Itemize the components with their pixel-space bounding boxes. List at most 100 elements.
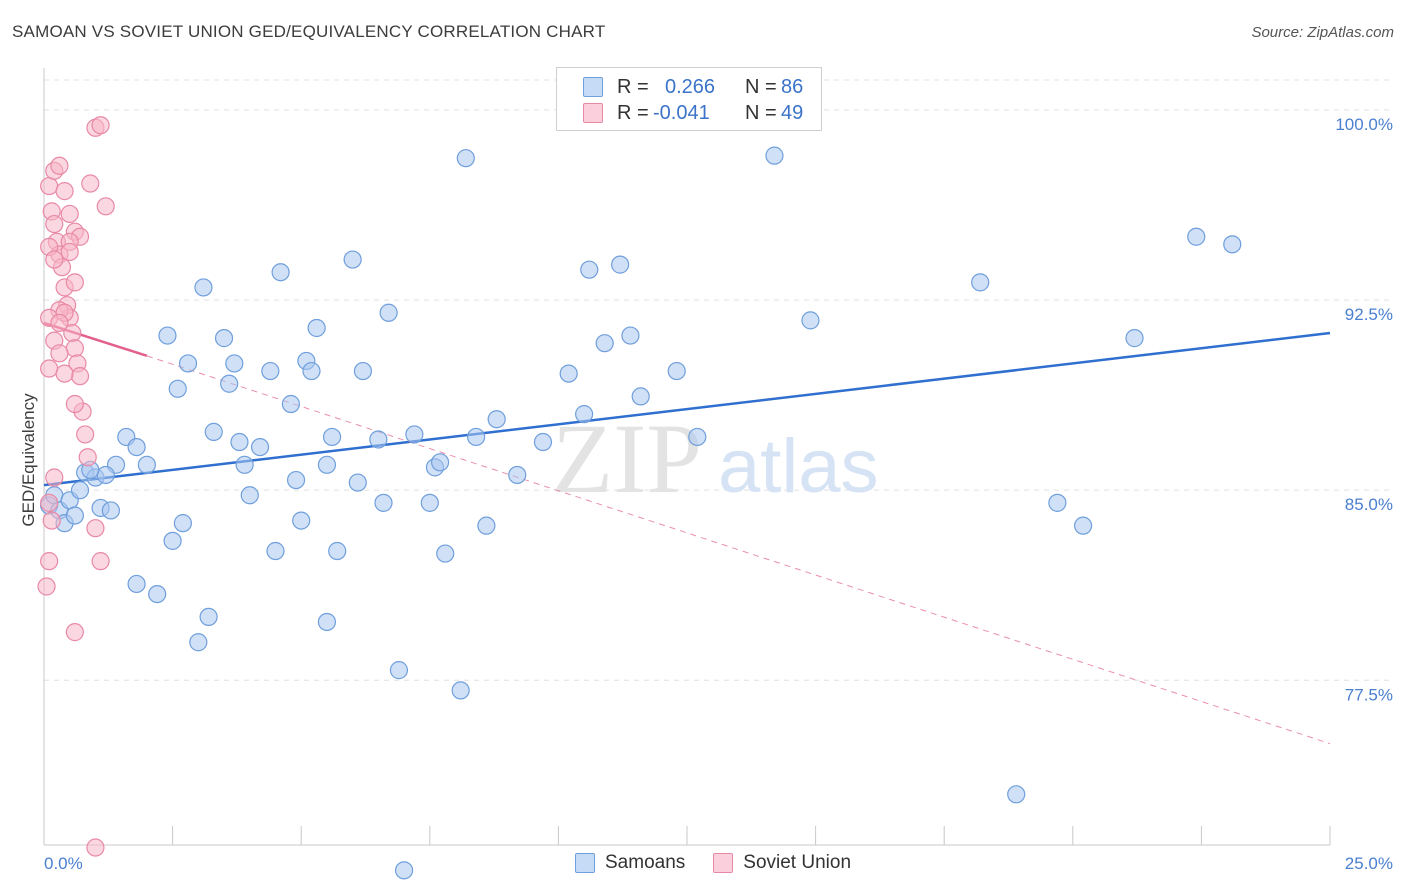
- gridlines: [44, 79, 1390, 681]
- soviet-point: [45, 468, 64, 487]
- soviet-point: [65, 623, 84, 642]
- samoans-point: [369, 430, 388, 449]
- soviet-point: [91, 552, 110, 571]
- axes: [43, 68, 1331, 846]
- samoans-point: [189, 633, 208, 652]
- samoans-point: [158, 326, 177, 345]
- samoans-point: [148, 584, 167, 604]
- samoans-point: [348, 473, 367, 492]
- samoans-point: [127, 574, 146, 594]
- samoans-point: [688, 427, 707, 447]
- samoans-point: [266, 541, 285, 561]
- samoans-point: [168, 379, 187, 398]
- samoans-point: [220, 374, 239, 393]
- soviet-swatch: [583, 103, 603, 123]
- samoans-point: [225, 354, 244, 373]
- samoans-point: [405, 425, 424, 444]
- samoans-point: [261, 361, 280, 381]
- samoans-point: [451, 681, 470, 700]
- soviet-point: [78, 448, 97, 467]
- soviet-legend-label: Soviet Union: [743, 852, 852, 873]
- legend-r-value: -0.041: [653, 101, 710, 124]
- samoans-point: [374, 493, 393, 512]
- samoans-point: [575, 405, 594, 424]
- soviet-trend-extension: [146, 355, 1331, 745]
- soviet-point: [50, 313, 69, 333]
- samoans-point: [101, 501, 120, 520]
- samoans-point: [173, 514, 192, 533]
- samoans-point: [328, 541, 347, 561]
- samoans-point: [353, 361, 373, 381]
- soviet-point: [70, 367, 90, 386]
- soviet-point: [65, 339, 84, 358]
- samoans-point: [199, 607, 218, 627]
- y-tick-label: 100.0%: [1335, 115, 1393, 134]
- samoans-point: [96, 465, 115, 485]
- samoans-point: [214, 329, 234, 348]
- samoans-point: [163, 531, 182, 550]
- samoans-point: [194, 278, 213, 297]
- soviet-point: [96, 197, 115, 216]
- samoans-point: [1048, 493, 1067, 512]
- samoans-point: [559, 364, 578, 383]
- samoans-point: [1125, 329, 1144, 348]
- soviet-point: [86, 519, 105, 538]
- samoans-point: [430, 453, 450, 472]
- samoans-point: [765, 146, 784, 165]
- legend-n-label: N =: [745, 75, 777, 98]
- samoans-point: [1073, 516, 1093, 535]
- samoans-point: [487, 410, 506, 429]
- samoans-point: [580, 260, 599, 279]
- samoans-point: [343, 250, 362, 269]
- samoans-point: [621, 326, 640, 345]
- soviet-point: [86, 838, 105, 857]
- samoans-point: [178, 354, 198, 373]
- y-axis-label: GED/Equivalency: [19, 393, 38, 527]
- samoans-trend-line: [43, 331, 1331, 487]
- soviet-point: [45, 214, 64, 234]
- legend-n-label: N =: [745, 101, 777, 124]
- samoans-point: [322, 427, 342, 447]
- soviet-point: [45, 250, 64, 269]
- legend-r-value: 0.266: [665, 75, 716, 98]
- samoans-point: [971, 273, 990, 292]
- samoans-point: [1223, 235, 1242, 254]
- bottom-legend-samoans[interactable]: Samoans: [575, 852, 685, 874]
- samoans-point: [420, 493, 439, 512]
- x-tick-label: 0.0%: [44, 854, 83, 873]
- soviet-point: [42, 511, 61, 530]
- samoans-point: [240, 486, 259, 505]
- samoans-point: [508, 465, 527, 485]
- y-tick-label: 92.5%: [1345, 305, 1393, 324]
- samoans-point: [204, 422, 223, 441]
- samoans-point: [533, 432, 553, 452]
- samoans-point: [281, 394, 301, 414]
- samoans-point: [801, 311, 820, 330]
- soviet-point: [81, 174, 100, 193]
- samoans-point: [271, 263, 290, 282]
- legend-r-label: R =: [617, 75, 649, 98]
- legend-row-samoans: R = 0.266 N = 86: [557, 75, 803, 99]
- watermark-zip: ZIP: [552, 403, 702, 514]
- samoans-point: [611, 255, 630, 274]
- soviet-point: [65, 394, 84, 414]
- soviet-point: [50, 344, 69, 363]
- soviet-point: [37, 577, 56, 596]
- samoans-point: [235, 455, 254, 474]
- soviet-point: [55, 364, 74, 383]
- samoans-point: [667, 361, 686, 381]
- samoans-point: [389, 661, 409, 680]
- y-tick-label: 85.0%: [1345, 495, 1393, 514]
- samoans-point: [631, 387, 650, 406]
- samoans-point: [477, 516, 496, 535]
- samoans-point: [1187, 227, 1206, 246]
- soviet-point: [40, 176, 59, 196]
- samoans-point: [466, 427, 486, 447]
- watermark-atlas: atlas: [718, 424, 879, 509]
- legend-box: R = 0.266 N = 86 R = -0.041 N = 49: [556, 67, 822, 131]
- soviet-point: [50, 156, 69, 175]
- samoans-point: [394, 861, 414, 880]
- samoans-point: [70, 481, 90, 500]
- bottom-legend-soviet[interactable]: Soviet Union: [713, 852, 851, 874]
